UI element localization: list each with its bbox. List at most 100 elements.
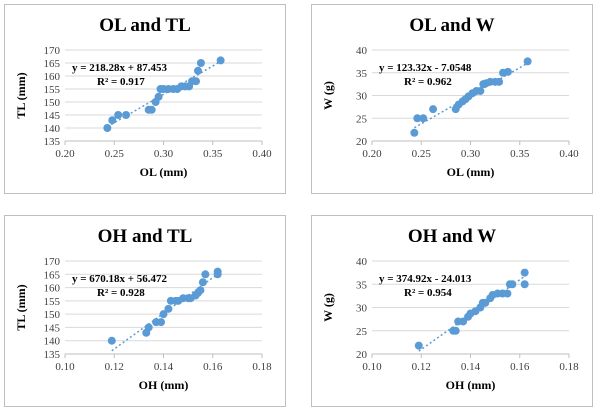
y-tick-label: 35 [356, 279, 368, 291]
scatter-chart: OH and W 20 25 30 35 40 0.10 0.12 0.14 0.16 0.18 OH… [321, 226, 579, 392]
data-point [198, 278, 207, 287]
data-point [414, 341, 423, 350]
y-tick-label: 170 [44, 256, 61, 268]
x-tick-label: 0.12 [105, 361, 124, 373]
data-point [476, 86, 485, 95]
y-tick-label: 160 [44, 71, 61, 83]
y-tick-label: 160 [44, 283, 61, 295]
chart-panel-ol-tl: OL and TL 135 140 145 150 155 160 165 170 0.20 0.2… [4, 4, 286, 194]
x-tick-label: 0.18 [252, 361, 272, 373]
x-tick-label: 0.40 [559, 148, 579, 160]
data-point [107, 336, 116, 345]
x-tick-label: 0.35 [203, 148, 223, 160]
x-tick-label: 0.25 [412, 148, 432, 160]
data-point [419, 114, 428, 123]
y-tick-label: 25 [356, 326, 368, 338]
x-tick-label: 0.10 [362, 361, 382, 373]
data-point [147, 105, 156, 114]
data-point [520, 268, 529, 277]
x-axis-label: OH (mm) [446, 378, 496, 392]
x-tick-label: 0.40 [252, 148, 272, 160]
data-point [201, 270, 210, 279]
data-point [122, 111, 131, 119]
data-point [523, 57, 532, 66]
trendline-equation: y = 218.28x + 87.453 [72, 62, 168, 74]
x-axis-label: OL (mm) [140, 165, 188, 179]
y-tick-label: 35 [356, 68, 368, 80]
y-tick-label: 145 [44, 110, 61, 122]
y-tick-label: 150 [44, 97, 61, 109]
y-tick-label: 25 [356, 113, 368, 125]
y-tick-label: 30 [356, 303, 368, 315]
chart-title: OH and TL [98, 226, 193, 247]
y-axis-label: TL (mm) [14, 72, 28, 118]
data-point [193, 66, 202, 75]
y-axis-label: TL (mm) [14, 284, 28, 330]
data-point [196, 59, 205, 67]
y-tick-label: 165 [44, 269, 61, 281]
scatter-chart: OL and W 20 25 30 35 40 0.20 0.25 0.30 0.35 0.40 OL… [321, 15, 579, 179]
chart-panel-oh-tl: OH and TL 135 140 145 150 155 160 165 170 0.10 0.1… [4, 215, 286, 407]
x-tick-label: 0.10 [55, 361, 75, 373]
data-point [196, 286, 205, 295]
data-point [451, 326, 460, 335]
x-tick-label: 0.20 [362, 148, 382, 160]
data-point [159, 310, 168, 319]
chart-panel-oh-w: OH and W 20 25 30 35 40 0.10 0.12 0.14 0.16 0.18 OH… [311, 215, 593, 407]
y-axis-label: W (g) [321, 293, 335, 322]
y-tick-label: 20 [356, 349, 368, 361]
y-tick-label: 135 [44, 349, 61, 361]
trendline-equation: y = 123.32x - 7.0548 [379, 62, 472, 74]
chart-title: OH and W [408, 226, 496, 247]
x-tick-label: 0.14 [461, 361, 481, 373]
data-point [495, 77, 504, 86]
x-tick-label: 0.30 [461, 148, 481, 160]
r-squared-label: R² = 0.917 [97, 76, 145, 88]
x-tick-label: 0.16 [203, 361, 223, 373]
trendline-equation: y = 374.92x - 24.013 [379, 273, 472, 285]
y-tick-label: 150 [44, 309, 61, 321]
data-point [216, 56, 225, 65]
y-tick-label: 165 [44, 58, 61, 70]
x-tick-label: 0.30 [154, 148, 174, 160]
data-point [413, 114, 422, 123]
chart-title: OL and W [409, 15, 494, 36]
chart-panel-ol-w: OL and W 20 25 30 35 40 0.20 0.25 0.30 0.35 0.40 OL… [311, 4, 593, 194]
data-point [429, 105, 438, 114]
r-squared-label: R² = 0.954 [404, 287, 452, 299]
x-tick-label: 0.20 [55, 148, 75, 160]
y-tick-label: 20 [356, 136, 368, 148]
y-tick-label: 30 [356, 91, 368, 103]
data-point [103, 124, 112, 132]
data-point [154, 92, 163, 101]
trendline-equation: y = 670.18x + 56.472 [72, 273, 168, 285]
data-point [213, 267, 222, 276]
x-tick-label: 0.18 [559, 361, 579, 373]
chart-title: OL and TL [99, 15, 191, 36]
data-point [503, 67, 512, 76]
x-tick-label: 0.12 [412, 361, 431, 373]
x-axis-label: OH (mm) [139, 378, 189, 392]
x-tick-label: 0.35 [510, 148, 530, 160]
y-tick-label: 40 [356, 45, 368, 57]
trendline [106, 60, 222, 128]
data-point [192, 77, 201, 86]
data-point [144, 323, 153, 332]
y-tick-label: 170 [44, 45, 61, 57]
data-point [108, 116, 117, 125]
data-point [503, 289, 512, 298]
data-point [508, 280, 517, 289]
data-point [157, 318, 166, 327]
data-point [410, 128, 419, 137]
x-tick-label: 0.16 [510, 361, 530, 373]
r-squared-label: R² = 0.928 [97, 287, 145, 299]
x-axis-label: OL (mm) [447, 165, 495, 179]
x-tick-label: 0.14 [154, 361, 174, 373]
data-point [114, 111, 123, 119]
y-tick-label: 40 [356, 256, 368, 268]
y-tick-label: 140 [44, 123, 61, 135]
data-point [164, 304, 173, 313]
data-point [520, 280, 529, 289]
